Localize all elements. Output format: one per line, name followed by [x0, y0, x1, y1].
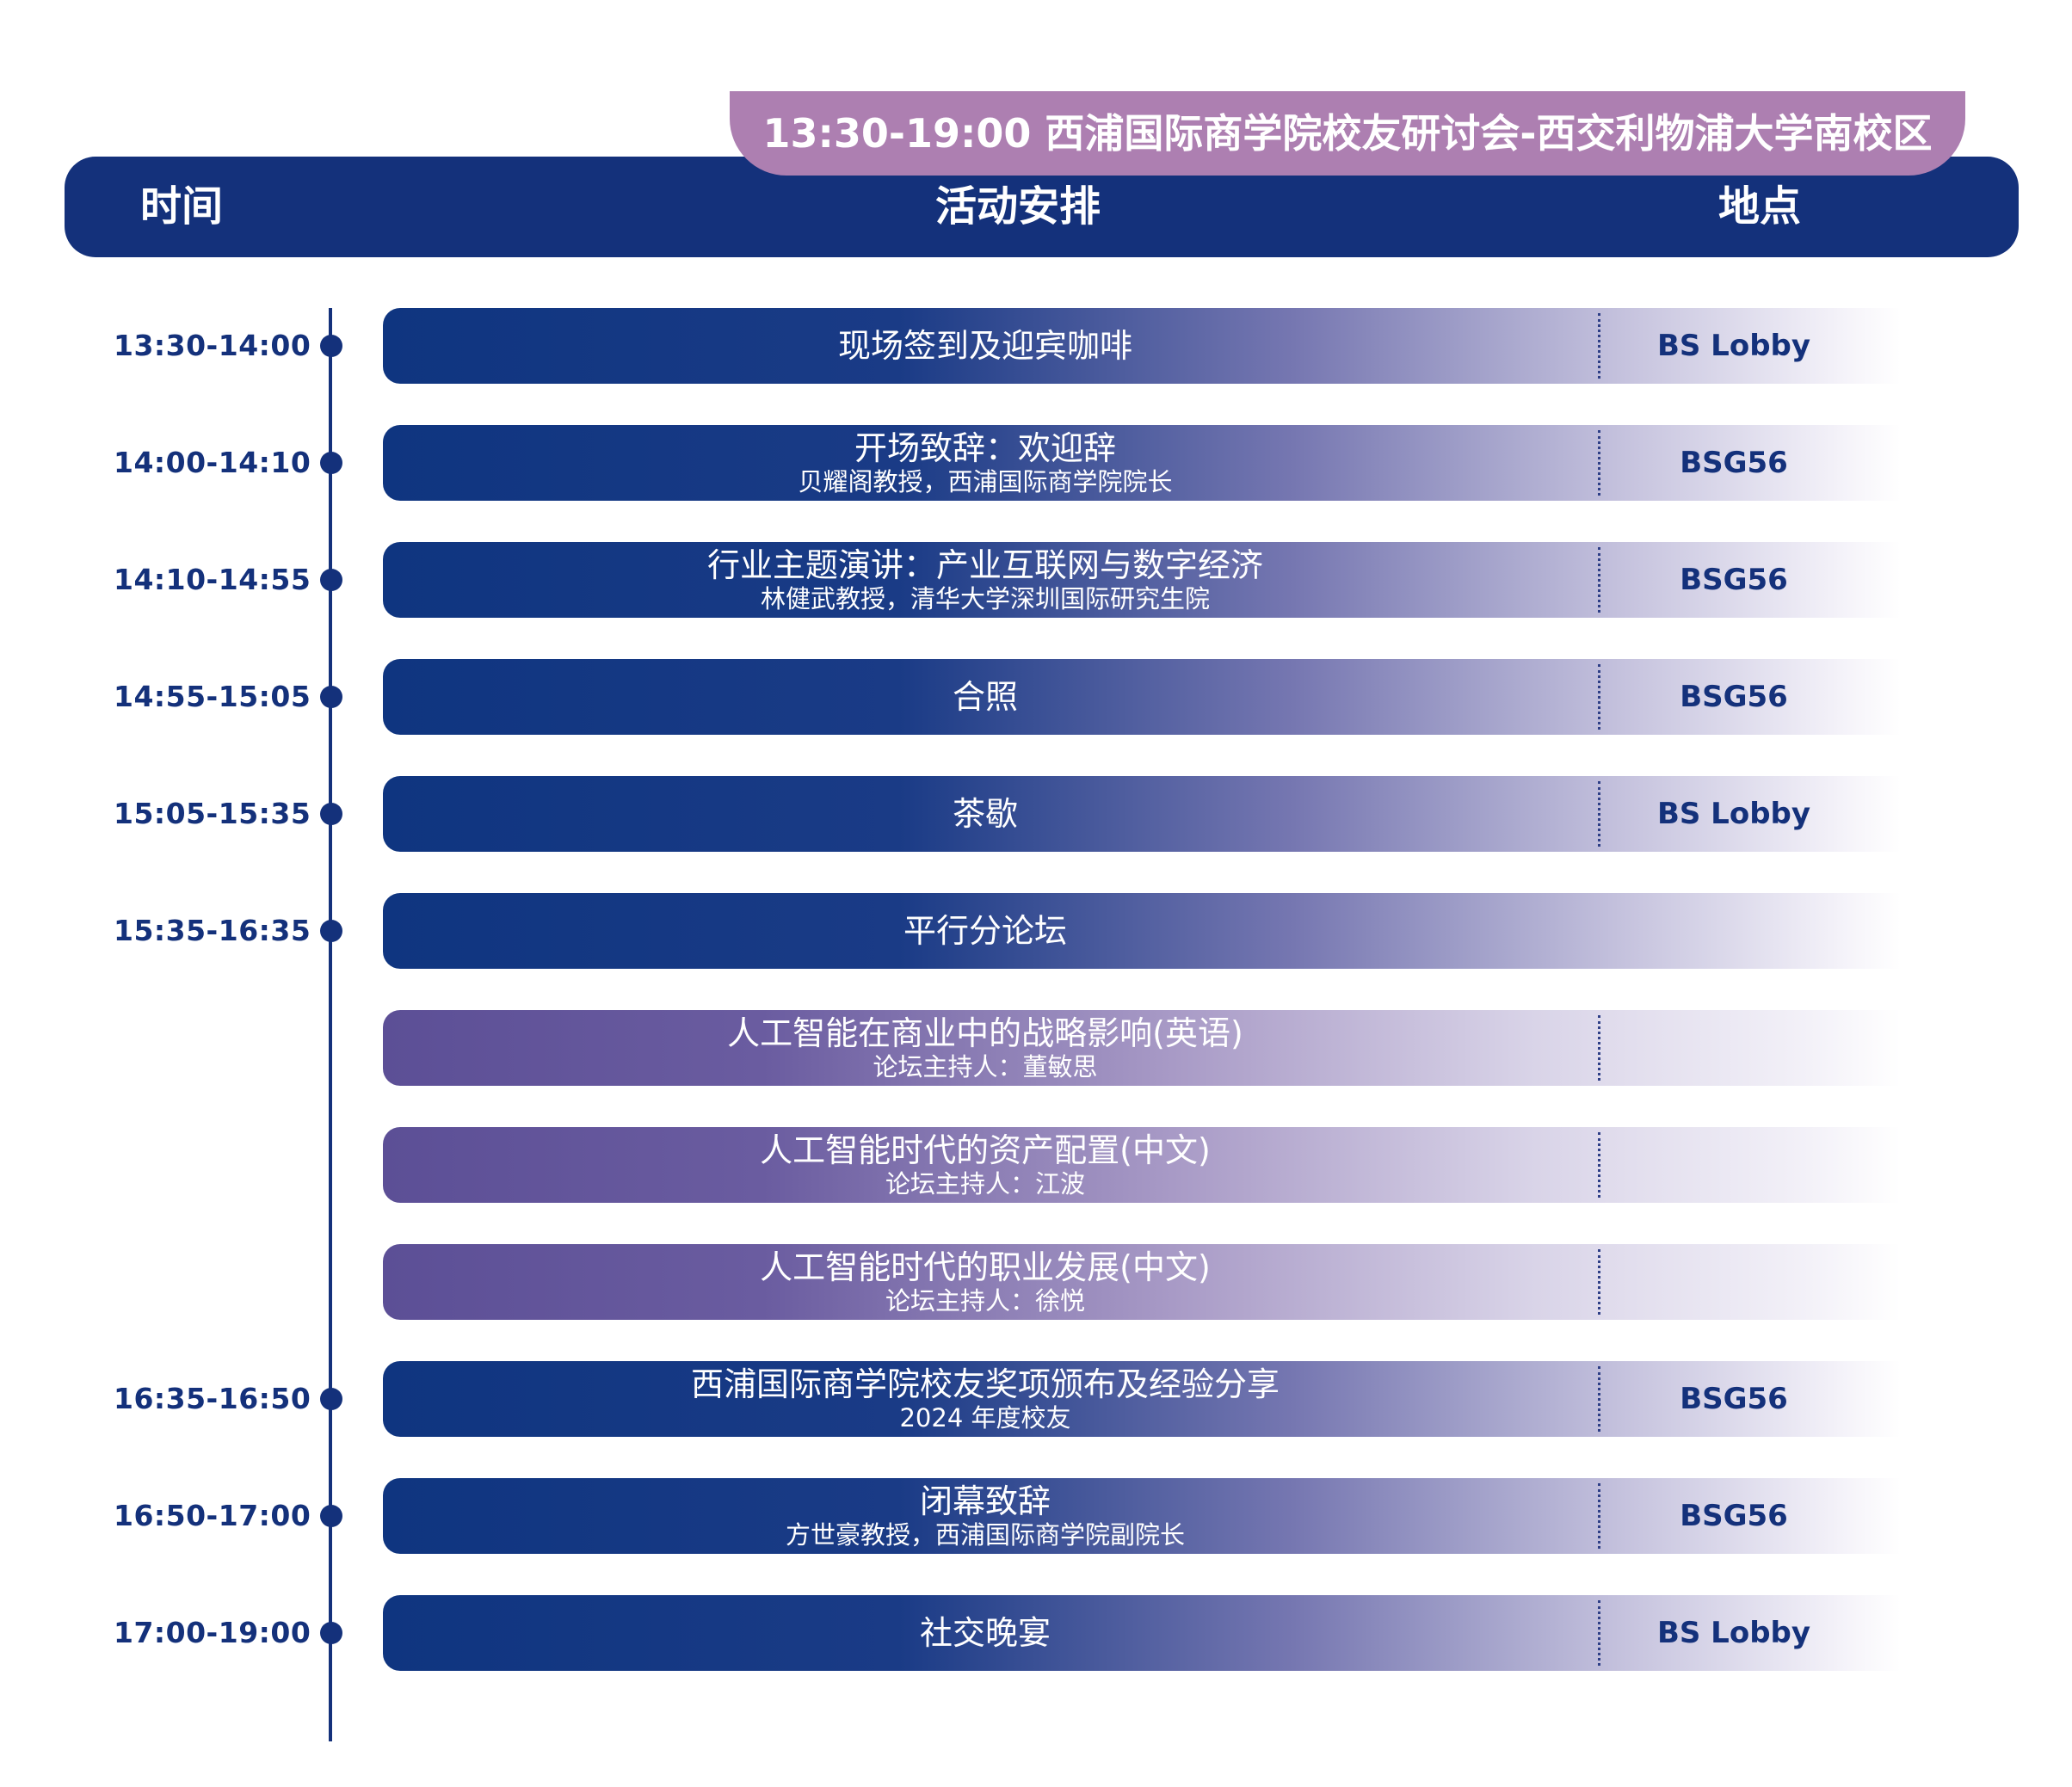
location-divider: [1598, 1600, 1600, 1666]
forum-row: 人工智能时代的职业发展(中文) 论坛主持人：徐悦: [0, 1244, 2072, 1320]
schedule-row: 17:00-19:00 社交晚宴 BS Lobby: [0, 1595, 2072, 1671]
forum-host: 论坛主持人：董敏思: [873, 1052, 1098, 1081]
schedule-row: 14:00-14:10 开场致辞：欢迎辞 贝耀阁教授，西浦国际商学院院长 BSG…: [0, 425, 2072, 501]
activity-bar: 社交晚宴 BS Lobby: [383, 1595, 1901, 1671]
forum-bar: 人工智能在商业中的战略影响(英语) 论坛主持人：董敏思: [383, 1010, 1901, 1086]
schedule-row: 15:05-15:35 茶歇 BS Lobby: [0, 776, 2072, 852]
activity-bar: 平行分论坛: [383, 893, 1901, 969]
location-divider: [1598, 430, 1600, 496]
schedule-row: 16:35-16:50 西浦国际商学院校友奖项颁布及经验分享 2024 年度校友…: [0, 1361, 2072, 1437]
row-time: 14:55-15:05: [114, 680, 311, 713]
forum-title: 人工智能时代的资产配置(中文): [760, 1131, 1211, 1169]
activity-location: BS Lobby: [1656, 797, 1811, 831]
activity-subtitle: 方世豪教授，西浦国际商学院副院长: [785, 1520, 1185, 1550]
schedule-row: 14:55-15:05 合照 BSG56: [0, 659, 2072, 735]
activity-subtitle: 2024 年度校友: [899, 1403, 1071, 1433]
header-location: 地点: [1718, 182, 1802, 231]
activity-location: BSG56: [1680, 563, 1788, 597]
timeline-dot: [320, 1388, 342, 1410]
row-time: 14:10-14:55: [114, 563, 311, 596]
timeline-dot: [320, 803, 342, 825]
activity-bar: 合照 BSG56: [383, 659, 1901, 735]
timeline-line: [329, 308, 332, 1741]
activity-title: 开场致辞：欢迎辞: [854, 429, 1116, 467]
forum-host: 论坛主持人：徐悦: [885, 1286, 1085, 1316]
location-divider: [1598, 664, 1600, 730]
activity-bar: 闭幕致辞 方世豪教授，西浦国际商学院副院长 BSG56: [383, 1478, 1901, 1554]
activity-bar: 行业主题演讲：产业互联网与数字经济 林健武教授，清华大学深圳国际研究生院 BSG…: [383, 542, 1901, 618]
location-divider: [1598, 547, 1600, 613]
activity-subtitle: 贝耀阁教授，西浦国际商学院院长: [798, 467, 1173, 496]
activity-bar: 开场致辞：欢迎辞 贝耀阁教授，西浦国际商学院院长 BSG56: [383, 425, 1901, 501]
activity-title: 现场签到及迎宾咖啡: [837, 327, 1132, 365]
header-time: 时间: [140, 182, 224, 231]
timeline-dot: [320, 569, 342, 591]
forum-title: 人工智能在商业中的战略影响(英语): [727, 1014, 1243, 1052]
timeline-dot: [320, 1505, 342, 1527]
row-time: 16:50-17:00: [114, 1499, 311, 1532]
timeline-dot: [320, 1622, 342, 1644]
row-time: 16:35-16:50: [114, 1382, 311, 1415]
header-activity: 活动安排: [935, 182, 1101, 231]
schedule-row: 15:35-16:35 平行分论坛: [0, 893, 2072, 969]
activity-location: BSG56: [1680, 680, 1788, 714]
location-divider: [1598, 1015, 1600, 1081]
activity-title: 平行分论坛: [903, 912, 1067, 950]
timeline-dot: [320, 686, 342, 708]
activity-bar: 茶歇 BS Lobby: [383, 776, 1901, 852]
activity-title: 茶歇: [952, 795, 1018, 833]
forum-title: 人工智能时代的职业发展(中文): [760, 1248, 1211, 1286]
forum-row: 人工智能时代的资产配置(中文) 论坛主持人：江波: [0, 1127, 2072, 1203]
event-banner: 13:30-19:00 西浦国际商学院校友研讨会-西交利物浦大学南校区: [730, 91, 1965, 176]
activity-bar: 现场签到及迎宾咖啡 BS Lobby: [383, 308, 1901, 384]
schedule-row: 16:50-17:00 闭幕致辞 方世豪教授，西浦国际商学院副院长 BSG56: [0, 1478, 2072, 1554]
timeline-dot: [320, 452, 342, 474]
activity-subtitle: 林健武教授，清华大学深圳国际研究生院: [760, 584, 1210, 613]
row-time: 15:05-15:35: [114, 797, 311, 830]
activity-location: BSG56: [1680, 1382, 1788, 1416]
activity-location: BSG56: [1680, 446, 1788, 480]
row-time: 17:00-19:00: [114, 1616, 311, 1649]
forum-bar: 人工智能时代的职业发展(中文) 论坛主持人：徐悦: [383, 1244, 1901, 1320]
activity-location: BS Lobby: [1656, 329, 1811, 363]
schedule-row: 13:30-14:00 现场签到及迎宾咖啡 BS Lobby: [0, 308, 2072, 384]
forum-host: 论坛主持人：江波: [885, 1169, 1085, 1199]
row-time: 14:00-14:10: [114, 446, 311, 479]
row-time: 15:35-16:35: [114, 914, 311, 947]
location-divider: [1598, 1132, 1600, 1198]
activity-location: BS Lobby: [1656, 1616, 1811, 1650]
row-time: 13:30-14:00: [114, 329, 311, 362]
activity-bar: 西浦国际商学院校友奖项颁布及经验分享 2024 年度校友 BSG56: [383, 1361, 1901, 1437]
activity-title: 社交晚宴: [919, 1614, 1051, 1652]
location-divider: [1598, 1249, 1600, 1315]
activity-location: BSG56: [1680, 1499, 1788, 1533]
forum-bar: 人工智能时代的资产配置(中文) 论坛主持人：江波: [383, 1127, 1901, 1203]
activity-title: 闭幕致辞: [919, 1482, 1051, 1520]
activity-title: 行业主题演讲：产业互联网与数字经济: [706, 546, 1263, 584]
timeline-dot: [320, 920, 342, 942]
location-divider: [1598, 313, 1600, 379]
location-divider: [1598, 1483, 1600, 1549]
location-divider: [1598, 781, 1600, 847]
forum-row: 人工智能在商业中的战略影响(英语) 论坛主持人：董敏思: [0, 1010, 2072, 1086]
schedule-row: 14:10-14:55 行业主题演讲：产业互联网与数字经济 林健武教授，清华大学…: [0, 542, 2072, 618]
timeline-dot: [320, 335, 342, 357]
activity-title: 合照: [952, 678, 1018, 716]
location-divider: [1598, 1366, 1600, 1432]
activity-title: 西浦国际商学院校友奖项颁布及经验分享: [690, 1365, 1280, 1403]
